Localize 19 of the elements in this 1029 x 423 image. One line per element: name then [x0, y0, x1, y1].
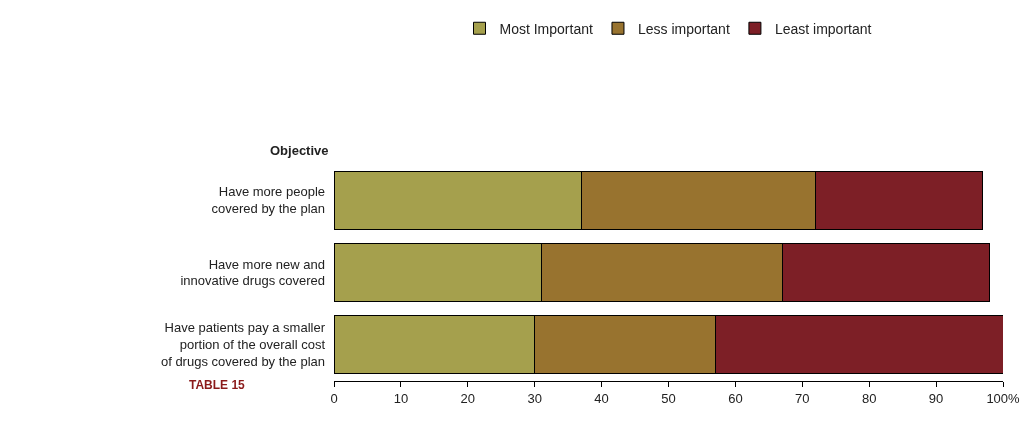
x-tick-label: 100% — [986, 390, 1021, 406]
x-tick-label: 10 — [393, 390, 409, 406]
y-tick-label: Have more people covered by the plan — [211, 184, 325, 217]
y-tick-label: Have more new and innovative drugs covered — [180, 256, 325, 289]
x-tick-label: 30 — [527, 390, 542, 406]
text: Objective — [270, 143, 329, 158]
x-tick-label: 90 — [928, 390, 944, 406]
legend-label: Least important — [774, 20, 872, 37]
x-tick-label: 80 — [861, 390, 877, 406]
y-tick-label: Have patients pay a smaller portion of the overall cost of drugs covered by the plan — [160, 320, 326, 370]
legend-label: Most Important — [499, 20, 593, 37]
x-tick-label: 0 — [330, 390, 338, 406]
legend-label: Less important — [637, 20, 730, 37]
x-tick-label: 70 — [795, 390, 810, 406]
caption: TABLE 15 — [189, 378, 246, 392]
x-tick-label: 60 — [728, 390, 743, 406]
x-tick-label: 20 — [460, 390, 476, 406]
x-tick-label: 50 — [661, 390, 676, 406]
x-tick-label: 40 — [594, 390, 609, 406]
